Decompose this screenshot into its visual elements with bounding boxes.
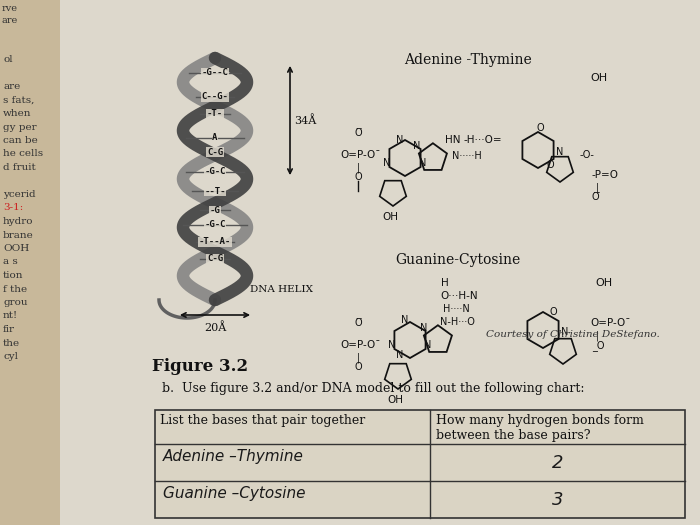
- Text: O: O: [354, 362, 362, 372]
- Text: HN: HN: [445, 135, 461, 145]
- Text: -G-C: -G-C: [204, 220, 225, 229]
- Bar: [155, 410, 685, 518]
- Text: N: N: [396, 350, 404, 360]
- Text: N: N: [401, 315, 409, 325]
- Text: N: N: [424, 340, 432, 350]
- Text: How many hydrogen bonds form
between the base pairs?: How many hydrogen bonds form between the…: [436, 414, 644, 442]
- Text: O: O: [550, 307, 556, 317]
- Text: O̅: O̅: [354, 128, 362, 138]
- Text: rve: rve: [2, 4, 18, 13]
- Text: Guanine-Cytosine: Guanine-Cytosine: [395, 253, 521, 267]
- Text: N: N: [384, 158, 391, 168]
- Text: Guanine –Cytosine: Guanine –Cytosine: [163, 486, 305, 501]
- Text: O⁠̅: O⁠̅: [592, 192, 600, 202]
- Text: N: N: [389, 340, 396, 350]
- Text: OH: OH: [387, 395, 403, 405]
- Text: ‐H···O=: ‐H···O=: [464, 135, 503, 145]
- Text: O···H-N: O···H-N: [440, 291, 477, 301]
- Bar: [0, 0, 60, 525]
- Text: -T-: -T-: [207, 109, 223, 118]
- Text: |: |: [596, 331, 598, 341]
- Text: --T-: --T-: [204, 186, 225, 196]
- Text: b.  Use figure 3.2 and/or DNA model to fill out the following chart:: b. Use figure 3.2 and/or DNA model to fi…: [162, 382, 584, 395]
- Text: fir: fir: [3, 325, 15, 334]
- Text: O: O: [536, 123, 544, 133]
- Text: N: N: [413, 141, 421, 151]
- Text: are: are: [3, 82, 20, 91]
- Text: ‐P=O: ‐P=O: [592, 170, 619, 180]
- Text: H····N: H····N: [443, 304, 470, 314]
- Text: OH: OH: [595, 278, 612, 288]
- Text: 3-1:: 3-1:: [3, 204, 23, 213]
- Text: N: N: [556, 147, 564, 157]
- Text: N: N: [396, 135, 404, 145]
- Text: gy per: gy per: [3, 122, 36, 131]
- Text: ⁠_O: ⁠_O: [592, 341, 605, 351]
- Text: -G: -G: [209, 206, 220, 215]
- Text: DNA HELIX: DNA HELIX: [250, 285, 313, 294]
- Text: Courtesy of Christine DeStefano.: Courtesy of Christine DeStefano.: [486, 330, 660, 339]
- Text: he cells: he cells: [3, 150, 43, 159]
- Text: |: |: [356, 353, 360, 363]
- Text: d fruit: d fruit: [3, 163, 36, 172]
- Text: Figure 3.2: Figure 3.2: [152, 358, 248, 375]
- Text: |: |: [356, 163, 360, 173]
- Text: N: N: [561, 327, 568, 337]
- Text: -T--A-: -T--A-: [199, 237, 231, 246]
- Text: f the: f the: [3, 285, 27, 293]
- Text: 3: 3: [552, 491, 564, 509]
- Text: Adenine -Thymine: Adenine -Thymine: [404, 53, 532, 67]
- Text: when: when: [3, 109, 31, 118]
- Text: 20Å: 20Å: [204, 322, 226, 333]
- Text: H: H: [441, 278, 449, 288]
- Text: can be: can be: [3, 136, 38, 145]
- Text: O: O: [354, 172, 362, 182]
- Text: OH: OH: [590, 73, 607, 83]
- Text: A: A: [212, 133, 218, 142]
- Text: tion: tion: [3, 271, 24, 280]
- Text: nt!: nt!: [3, 311, 18, 320]
- Text: 34Å: 34Å: [294, 116, 316, 127]
- Text: cyl: cyl: [3, 352, 18, 361]
- Text: OOH: OOH: [3, 244, 29, 253]
- Text: O=P-O¯: O=P-O¯: [590, 318, 631, 328]
- Text: ol: ol: [3, 55, 13, 64]
- Text: -G-C: -G-C: [204, 167, 225, 176]
- Text: s fats,: s fats,: [3, 96, 34, 104]
- Text: List the bases that pair together: List the bases that pair together: [160, 414, 365, 427]
- Text: N: N: [420, 323, 428, 333]
- Text: 2: 2: [552, 454, 564, 472]
- Text: O=P-O¯: O=P-O¯: [340, 340, 381, 350]
- Text: ‐O‐: ‐O‐: [580, 150, 594, 160]
- Text: the: the: [3, 339, 20, 348]
- Text: C-G: C-G: [207, 254, 223, 264]
- Text: N-H···O: N-H···O: [440, 317, 475, 327]
- Text: O=P-O¯: O=P-O¯: [340, 150, 381, 160]
- Text: ycerid: ycerid: [3, 190, 36, 199]
- Text: a s: a s: [3, 257, 18, 267]
- Text: O̅: O̅: [354, 318, 362, 328]
- Text: Adenine –Thymine: Adenine –Thymine: [163, 449, 304, 464]
- Text: grou: grou: [3, 298, 27, 307]
- Text: N: N: [419, 158, 427, 168]
- Text: -G--C: -G--C: [202, 68, 228, 77]
- Text: C--G-: C--G-: [202, 92, 228, 101]
- Text: hydro: hydro: [3, 217, 34, 226]
- Text: are: are: [2, 16, 18, 25]
- Text: O: O: [546, 160, 554, 170]
- Text: N·····H: N·····H: [452, 151, 482, 161]
- Text: OH: OH: [382, 212, 398, 222]
- Text: C-G: C-G: [207, 148, 223, 157]
- Text: |: |: [596, 183, 598, 193]
- Text: brane: brane: [3, 230, 34, 239]
